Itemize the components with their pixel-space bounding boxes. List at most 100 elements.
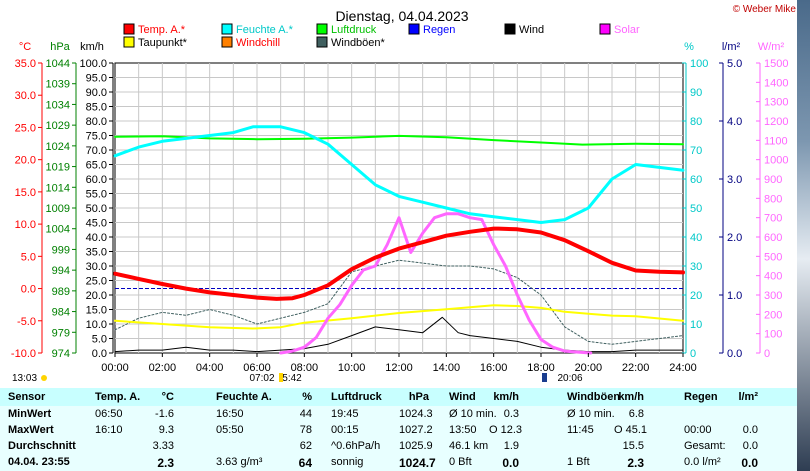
- humidity-tick-label: 70: [690, 145, 702, 157]
- sunset-marker-icon: [542, 373, 547, 382]
- table-cell: Gesamt:: [684, 440, 726, 452]
- series-line-luftdruck: [114, 134, 684, 146]
- table-cell: km/h: [493, 391, 519, 403]
- series-group: [113, 125, 685, 355]
- temp-tick-label: 10.0: [15, 219, 36, 231]
- wind-tick-label: 5.0: [92, 334, 107, 346]
- table-cell: 0.0 l/m²: [684, 456, 721, 468]
- legend-swatch: [123, 23, 135, 35]
- x-tick-label: 14:00: [433, 362, 461, 374]
- table-cell: Luftdruck: [331, 391, 382, 403]
- table-cell: ^0.6hPa/h: [331, 440, 381, 452]
- pressure-tick-label: 974: [52, 348, 70, 360]
- legend-swatch: [316, 36, 328, 48]
- solar-tick-label: 1100: [764, 135, 788, 147]
- legend-label: Regen: [423, 24, 455, 36]
- humidity-tick-label: 10: [690, 319, 702, 331]
- wind-tick-label: 90.0: [86, 87, 107, 99]
- table-cell: 00:00: [684, 424, 712, 436]
- unit-wind: km/h: [80, 41, 104, 53]
- table-cell: 00:15: [331, 424, 359, 436]
- solar-tick-label: 900: [764, 174, 782, 186]
- table-cell: 04.04. 23:55: [8, 456, 70, 468]
- table-body-background: [0, 406, 797, 471]
- table-cell: °C: [161, 391, 174, 403]
- table-cell: 05:50: [216, 424, 244, 436]
- rain-tick-label: 1.0: [727, 290, 742, 302]
- temp-tick-label: 20.0: [15, 155, 36, 167]
- table-cell: O 12.3: [489, 424, 523, 436]
- solar-tick-label: 800: [764, 193, 782, 205]
- table-cell: Temp. A.: [95, 391, 141, 403]
- table-cell: 0.3: [503, 408, 519, 420]
- table-cell: %: [302, 391, 312, 403]
- table-cell: O 45.1: [614, 424, 648, 436]
- rain-tick-label: 2.0: [727, 232, 742, 244]
- temp-tick-label: 35.0: [15, 58, 36, 70]
- table-cell: Regen: [684, 391, 718, 403]
- unit-humidity: %: [684, 41, 694, 53]
- table-cell: 3.63 g/m³: [216, 456, 263, 468]
- solar-tick-label: 700: [764, 213, 782, 225]
- x-tick-label: 16:00: [480, 362, 508, 374]
- table-cell: 64: [298, 456, 312, 470]
- legend-swatch: [408, 23, 420, 35]
- wind-tick-label: 95.0: [86, 73, 107, 85]
- table-cell: Sensor: [8, 391, 46, 403]
- wind-tick-label: 20.0: [86, 290, 107, 302]
- temp-tick-label: 0.0: [21, 284, 36, 296]
- x-tick-label: 20:00: [575, 362, 603, 374]
- rain-tick-label: 3.0: [727, 174, 742, 186]
- humidity-tick-label: 40: [690, 232, 702, 244]
- table-cell: 19:45: [331, 408, 359, 420]
- temp-tick-label: -5.0: [17, 316, 36, 328]
- humidity-tick-label: 60: [690, 174, 702, 186]
- humidity-tick-label: 100: [690, 58, 708, 70]
- table-cell: km/h: [618, 391, 644, 403]
- table-cell: 1024.7: [399, 456, 436, 470]
- sunrise-time: 07:02: [249, 373, 274, 384]
- sun-left-icon: [41, 375, 47, 381]
- pressure-tick-label: 979: [52, 327, 70, 339]
- x-tick-label: 18:00: [527, 362, 555, 374]
- x-tick-label: 22:00: [622, 362, 650, 374]
- solar-tick-label: 200: [764, 309, 782, 321]
- humidity-tick-label: 50: [690, 203, 702, 215]
- rain-tick-label: 4.0: [727, 116, 742, 128]
- table-cell: 9.3: [158, 424, 174, 436]
- table-cell: Ø 10 min.: [567, 408, 615, 420]
- sunrise-marker-icon: [279, 373, 283, 382]
- legend-label: Temp. A.*: [138, 24, 186, 36]
- sunset-time: 20:06: [557, 373, 582, 384]
- wind-tick-label: 75.0: [86, 131, 107, 143]
- plot-area: [113, 62, 685, 355]
- table-cell: 1025.9: [399, 440, 433, 452]
- unit-solar: W/m²: [758, 41, 785, 53]
- pressure-tick-label: 1039: [46, 79, 70, 91]
- x-axis: 00:00 02:00 04:00 06:00 08:00 10:00 12:00 14:00…: [101, 353, 697, 374]
- pressure-tick-label: 999: [52, 244, 70, 256]
- series-line-windben: [114, 259, 684, 345]
- x-tick-label: 04:00: [196, 362, 224, 374]
- legend-label: Wind: [519, 24, 544, 36]
- chart-title: Dienstag, 04.04.2023: [335, 8, 468, 24]
- wind-tick-label: 15.0: [86, 305, 107, 317]
- pressure-tick-label: 1004: [46, 224, 70, 236]
- wind-tick-label: 10.0: [86, 319, 107, 331]
- table-cell: Ø 10 min.: [449, 408, 497, 420]
- table-cell: 16:50: [216, 408, 244, 420]
- table-cell: 0 Bft: [449, 456, 472, 468]
- table-cell: 44: [299, 408, 312, 420]
- rain-tick-label: 0.0: [727, 348, 742, 360]
- right-axes: 10090807060504030201005.04.03.02.01.00.0…: [682, 58, 788, 360]
- humidity-tick-label: 30: [690, 261, 702, 273]
- solar-tick-label: 600: [764, 232, 782, 244]
- wind-tick-label: 70.0: [86, 145, 107, 157]
- wind-tick-label: 100.0: [79, 58, 107, 70]
- rain-tick-label: 5.0: [727, 58, 742, 70]
- table-cell: 78: [299, 424, 312, 436]
- table-cell: 6.8: [628, 408, 644, 420]
- wind-tick-label: 35.0: [86, 247, 107, 259]
- credit-text: © Weber Mike: [733, 4, 797, 15]
